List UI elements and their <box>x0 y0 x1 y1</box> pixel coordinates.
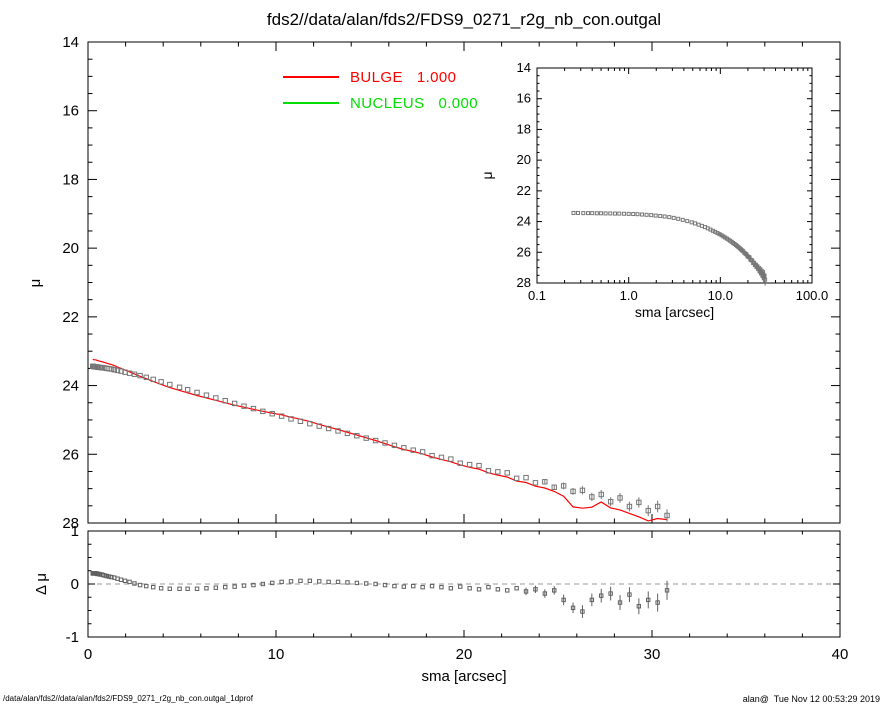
main-y-tick-label: 28 <box>62 515 79 532</box>
inset-x-tick-label: 100.0 <box>796 288 829 303</box>
residual-y-tick-label: 1 <box>71 523 79 540</box>
main-plot-axes: 14 16 18 20 22 24 26 28 μ <box>27 34 841 532</box>
inset-y-tick-label: 14 <box>517 60 531 75</box>
inset-y-tick-label: 18 <box>517 121 531 136</box>
nucleus-line-swatch <box>283 102 339 104</box>
nucleus-legend-label: NUCLEUS 0.000 <box>350 94 479 112</box>
bulge-legend-label: BULGE 1.000 <box>350 68 457 86</box>
inset-y-tick-label: 20 <box>517 152 531 167</box>
main-y-tick-label: 16 <box>62 103 79 120</box>
main-y-tick-label: 18 <box>62 171 79 188</box>
x-tick-label: 40 <box>832 646 849 663</box>
inset-y-tick-label: 26 <box>517 244 531 259</box>
inset-frame <box>536 67 813 284</box>
bulge-line-swatch <box>283 76 339 78</box>
main-y-tick-label: 24 <box>62 378 79 395</box>
residual-y-axis-label: Δ μ <box>33 573 50 595</box>
inset-x-tick-label: 10.0 <box>708 288 733 303</box>
inset-y-tick-label: 28 <box>517 275 531 290</box>
x-tick-label: 10 <box>268 646 285 663</box>
inset-data-points <box>571 210 768 286</box>
x-axis-label: sma [arcsec] <box>421 668 506 685</box>
legend-entry-bulge: BULGE 1.000 <box>283 64 478 90</box>
profile-data-points <box>90 363 670 522</box>
residual-y-tick-label: -1 <box>66 629 79 646</box>
plot-title: fds2//data/alan/fds2/FDS9_0271_r2g_nb_co… <box>266 10 662 29</box>
residual-y-tick-label: 0 <box>71 576 79 593</box>
main-y-tick-label: 22 <box>62 309 79 326</box>
inset-y-tick-label: 16 <box>517 91 531 106</box>
x-tick-label: 20 <box>456 646 473 663</box>
inset-y-axis-label: μ <box>479 171 495 179</box>
output-file-path: /data/alan/fds2//data/alan/fds2/FDS9_027… <box>3 694 253 703</box>
main-y-tick-label: 26 <box>62 446 79 463</box>
inset-x-tick-label: 1.0 <box>620 288 638 303</box>
user-and-timestamp: alan@ Tue Nov 12 00:53:29 2019 <box>742 694 880 704</box>
fit-legend: BULGE 1.000 NUCLEUS 0.000 <box>283 64 478 116</box>
x-tick-label: 30 <box>644 646 661 663</box>
main-y-axis-label: μ <box>27 279 44 288</box>
residual-data-points <box>90 571 670 618</box>
legend-entry-nucleus: NUCLEUS 0.000 <box>283 90 478 116</box>
x-tick-label: 0 <box>84 646 92 663</box>
inset-x-axis-label: sma [arcsec] <box>635 304 714 320</box>
main-y-tick-label: 20 <box>62 240 79 257</box>
main-y-tick-label: 14 <box>62 34 79 51</box>
bulge-model-line <box>92 358 668 522</box>
inset-y-tick-label: 24 <box>517 214 531 229</box>
inset-y-tick-label: 22 <box>517 183 531 198</box>
inset-x-tick-label: 0.1 <box>528 288 546 303</box>
inset-plot: 0.1 1.0 10.0 100.0 14 16 18 20 22 24 26 28 sma [arcs… <box>479 60 828 320</box>
